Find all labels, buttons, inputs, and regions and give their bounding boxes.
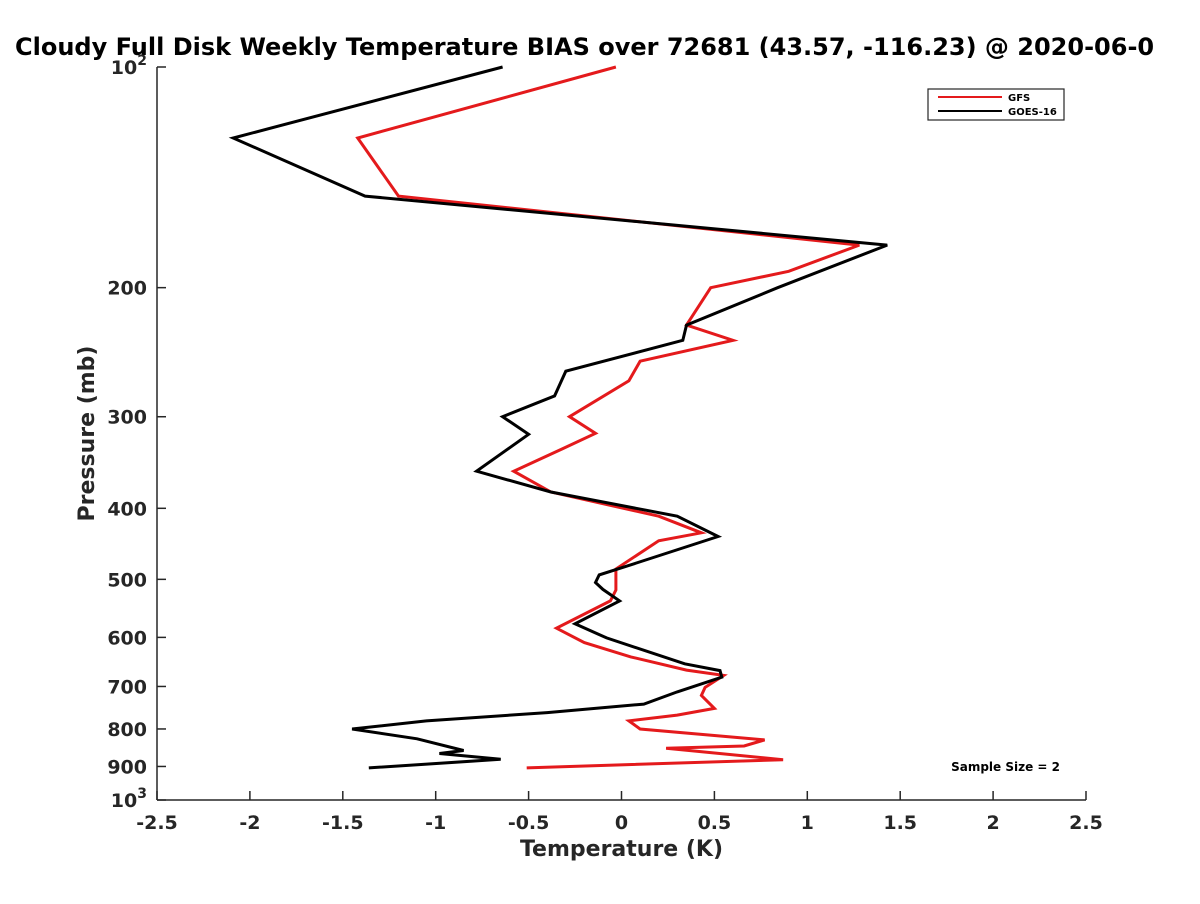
- x-tick-label: 0.5: [698, 812, 732, 834]
- y-tick-label: 600: [107, 627, 147, 649]
- x-tick-label: -1.5: [322, 812, 364, 834]
- series-layer: [228, 65, 888, 770]
- x-tick-label: -1: [425, 812, 446, 834]
- legend-entry-gfs: GFS: [938, 93, 1030, 104]
- x-tick-label: 1: [801, 812, 814, 834]
- x-tick-label: -2: [239, 812, 260, 834]
- legend: GFS GOES-16: [927, 88, 1065, 121]
- y-tick-label: 500: [107, 569, 147, 591]
- y-tick-label: 700: [107, 676, 147, 698]
- x-tick-label: 0: [615, 812, 628, 834]
- y-tick-label: 400: [107, 498, 147, 520]
- x-ticks: -2.5 -2 -1.5 -1 -0.5 0 0.5 1 1.5 2 2.5: [136, 791, 1103, 834]
- legend-box: [927, 88, 1065, 121]
- sample-size-annotation: Sample Size = 2: [951, 760, 1060, 774]
- x-axis-label: Temperature (K): [520, 837, 723, 862]
- y-axis-label: Pressure (mb): [75, 346, 100, 522]
- series-line-goes-16: [228, 65, 888, 770]
- x-tick-label: 2.5: [1069, 812, 1103, 834]
- y-tick-label: 300: [107, 407, 147, 429]
- y-tick-label: 900: [107, 756, 147, 778]
- y-tick-label: 200: [107, 278, 147, 300]
- legend-label-gfs: GFS: [1008, 93, 1030, 104]
- x-tick-label: -0.5: [508, 812, 550, 834]
- legend-entry-goes-16: GOES-16: [938, 107, 1057, 118]
- y-tick-label: 102: [111, 53, 147, 79]
- legend-label-goes-16: GOES-16: [1008, 107, 1057, 118]
- chart-title: Cloudy Full Disk Weekly Temperature BIAS…: [15, 33, 1154, 61]
- y-ticks: 102 200 300 400 500 600 700 800 900 103: [107, 53, 166, 812]
- x-tick-label: -2.5: [136, 812, 178, 834]
- y-tick-label: 800: [107, 719, 147, 741]
- x-tick-label: 2: [986, 812, 999, 834]
- y-tick-label: 103: [111, 786, 147, 812]
- x-tick-label: 1.5: [883, 812, 917, 834]
